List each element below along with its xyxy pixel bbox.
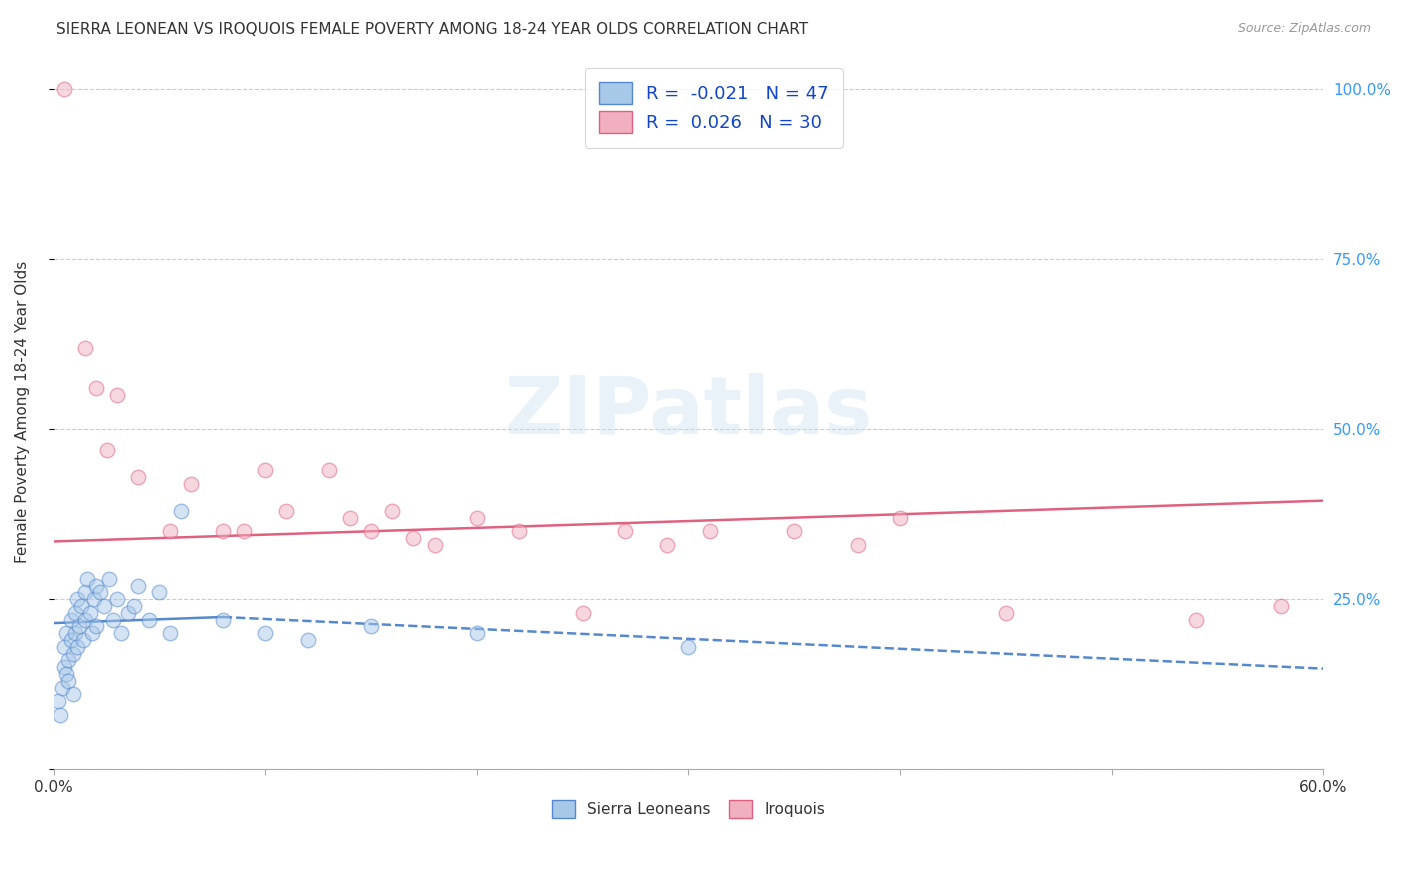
- Point: [83, 592, 105, 607]
- Point: [67, 619, 90, 633]
- Point: [79, 606, 101, 620]
- Point: [994, 606, 1017, 620]
- Point: [127, 579, 149, 593]
- Point: [59, 633, 82, 648]
- Point: [783, 524, 806, 539]
- Point: [62, 688, 84, 702]
- Point: [101, 613, 124, 627]
- Point: [58, 653, 80, 667]
- Point: [84, 619, 107, 633]
- Point: [212, 524, 235, 539]
- Point: [89, 585, 111, 599]
- Point: [63, 626, 86, 640]
- Point: [159, 626, 181, 640]
- Point: [51, 681, 73, 695]
- Point: [59, 613, 82, 627]
- Point: [360, 619, 382, 633]
- Point: [465, 626, 488, 640]
- Point: [889, 510, 911, 524]
- Text: SIERRA LEONEAN VS IROQUOIS FEMALE POVERTY AMONG 18-24 YEAR OLDS CORRELATION CHAR: SIERRA LEONEAN VS IROQUOIS FEMALE POVERT…: [56, 22, 808, 37]
- Point: [571, 606, 593, 620]
- Point: [117, 606, 139, 620]
- Point: [93, 599, 115, 613]
- Point: [127, 470, 149, 484]
- Point: [105, 592, 128, 607]
- Point: [233, 524, 256, 539]
- Point: [75, 613, 97, 627]
- Point: [402, 531, 425, 545]
- Point: [58, 673, 80, 688]
- Point: [276, 504, 298, 518]
- Text: Source: ZipAtlas.com: Source: ZipAtlas.com: [1237, 22, 1371, 36]
- Point: [49, 707, 72, 722]
- Point: [159, 524, 181, 539]
- Point: [846, 538, 869, 552]
- Point: [62, 647, 84, 661]
- Point: [96, 442, 118, 457]
- Text: ZIPatlas: ZIPatlas: [505, 373, 873, 451]
- Point: [122, 599, 145, 613]
- Point: [254, 626, 277, 640]
- Point: [180, 476, 202, 491]
- Point: [46, 694, 69, 708]
- Point: [75, 585, 97, 599]
- Point: [381, 504, 404, 518]
- Point: [70, 599, 93, 613]
- Point: [110, 626, 132, 640]
- Point: [84, 579, 107, 593]
- Point: [138, 613, 160, 627]
- Point: [465, 510, 488, 524]
- Point: [613, 524, 636, 539]
- Point: [63, 606, 86, 620]
- Point: [53, 82, 76, 96]
- Point: [297, 633, 319, 648]
- Point: [254, 463, 277, 477]
- Point: [72, 633, 94, 648]
- Point: [75, 341, 97, 355]
- Legend: Sierra Leoneans, Iroquois: Sierra Leoneans, Iroquois: [544, 792, 832, 826]
- Point: [678, 640, 700, 654]
- Point: [55, 626, 77, 640]
- Point: [84, 381, 107, 395]
- Point: [53, 640, 76, 654]
- Point: [66, 592, 89, 607]
- Point: [76, 572, 98, 586]
- Point: [1185, 613, 1208, 627]
- Point: [148, 585, 170, 599]
- Point: [339, 510, 361, 524]
- Point: [360, 524, 382, 539]
- Y-axis label: Female Poverty Among 18-24 Year Olds: Female Poverty Among 18-24 Year Olds: [15, 261, 30, 564]
- Point: [699, 524, 721, 539]
- Point: [212, 613, 235, 627]
- Point: [423, 538, 446, 552]
- Point: [657, 538, 679, 552]
- Point: [105, 388, 128, 402]
- Point: [66, 640, 89, 654]
- Point: [97, 572, 120, 586]
- Point: [53, 660, 76, 674]
- Point: [1270, 599, 1292, 613]
- Point: [318, 463, 340, 477]
- Point: [80, 626, 103, 640]
- Point: [169, 504, 191, 518]
- Point: [55, 667, 77, 681]
- Point: [508, 524, 530, 539]
